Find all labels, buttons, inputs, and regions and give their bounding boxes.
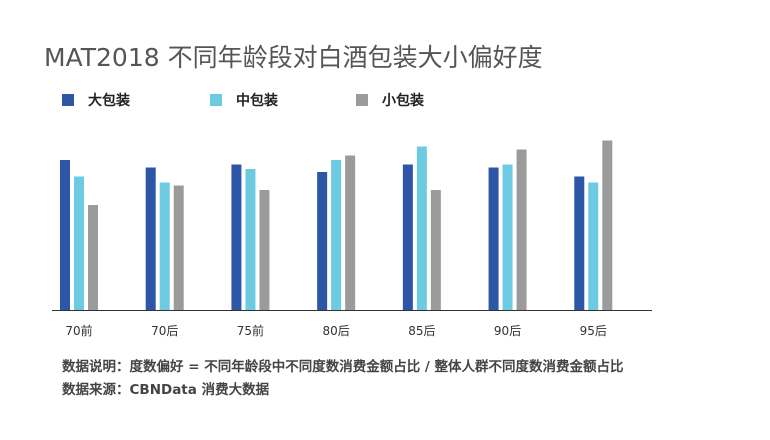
data-source-note: 数据来源：CBNData 消费大数据	[62, 382, 270, 398]
bar-2-2	[259, 190, 270, 310]
legend-item-small: 小包装	[356, 90, 424, 110]
bar-0-2	[88, 205, 98, 310]
legend-swatch-small	[356, 94, 368, 106]
bar-4-1	[416, 146, 427, 310]
data-definition-note: 数据说明：度数偏好 = 不同年龄段中不同度数消费金额占比 / 整体人群不同度数消…	[62, 359, 624, 375]
bar-1-0	[145, 167, 156, 310]
bars-group	[60, 140, 613, 310]
bar-0-0	[60, 160, 70, 310]
bar-0-1	[74, 176, 84, 310]
bar-6-0	[574, 176, 585, 310]
x-tick-labels: 70前 70后 75前 80后 85后 90后 95后	[65, 323, 607, 338]
legend-label-large: 大包装	[88, 93, 130, 109]
legend: 大包装 中包装 小包装	[62, 90, 424, 110]
bar-1-1	[159, 182, 170, 310]
bar-3-1	[331, 160, 342, 310]
notes: 数据说明：度数偏好 = 不同年龄段中不同度数消费金额占比 / 整体人群不同度数消…	[62, 356, 624, 402]
x-tick-label: 75前	[237, 323, 264, 338]
legend-swatch-large	[62, 94, 74, 106]
legend-item-medium: 中包装	[210, 90, 356, 110]
bar-5-2	[516, 149, 527, 310]
legend-item-large: 大包装	[62, 90, 210, 110]
bar-2-1	[245, 169, 256, 310]
legend-label-medium: 中包装	[236, 93, 278, 109]
bar-6-1	[588, 182, 599, 310]
chart-title: MAT2018 不同年龄段对白酒包装大小偏好度	[44, 43, 543, 72]
x-tick-label: 70前	[65, 323, 92, 338]
bar-4-0	[402, 164, 413, 310]
x-tick-label: 95后	[580, 324, 607, 338]
x-tick-label: 80后	[323, 324, 350, 338]
x-tick-label: 70后	[151, 324, 178, 338]
bar-3-2	[345, 155, 356, 310]
x-tick-label: 85后	[408, 324, 435, 338]
bar-4-2	[430, 190, 441, 310]
bar-5-0	[488, 167, 499, 310]
bar-3-0	[317, 172, 328, 310]
x-tick-label: 90后	[494, 324, 521, 338]
bar-1-2	[173, 185, 184, 310]
legend-swatch-medium	[210, 94, 222, 106]
legend-label-small: 小包装	[382, 93, 424, 109]
bar-5-1	[502, 164, 513, 310]
bar-2-0	[231, 164, 242, 310]
bar-6-2	[602, 140, 613, 310]
